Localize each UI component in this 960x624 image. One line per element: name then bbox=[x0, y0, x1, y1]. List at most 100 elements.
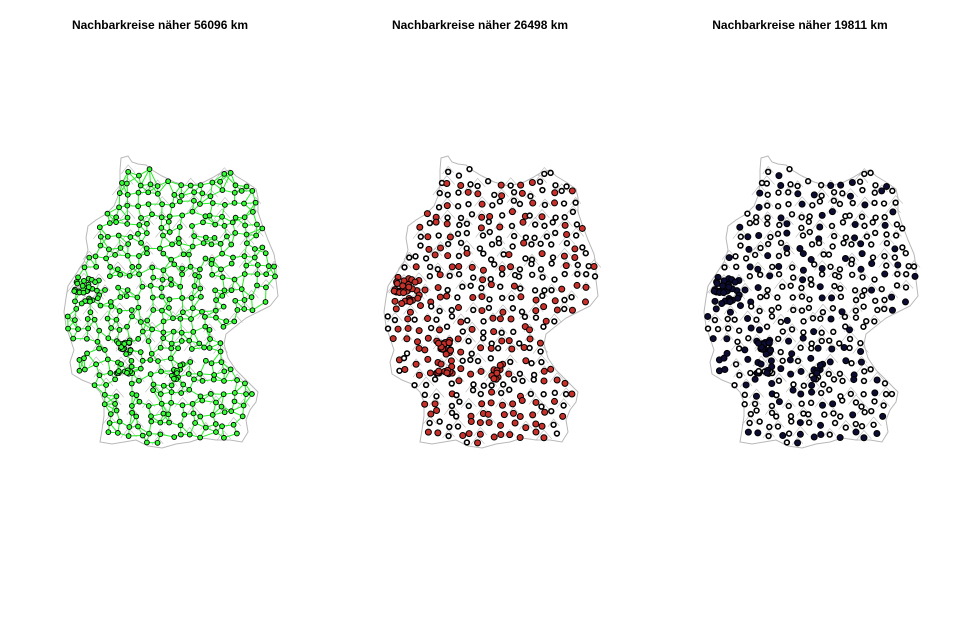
neighbor-node bbox=[433, 407, 441, 415]
neighbor-node bbox=[442, 350, 450, 358]
district-boundary bbox=[869, 372, 885, 383]
district-node bbox=[81, 278, 87, 284]
district-node bbox=[852, 399, 860, 406]
district-boundary bbox=[739, 310, 756, 321]
district-node bbox=[852, 314, 860, 321]
district-node bbox=[518, 308, 526, 315]
district-node bbox=[872, 297, 879, 304]
district-boundary bbox=[197, 309, 213, 319]
neighbor-node bbox=[558, 285, 566, 293]
district-node bbox=[848, 360, 855, 367]
district-node bbox=[538, 403, 545, 410]
district-node bbox=[892, 232, 900, 239]
district-node bbox=[582, 250, 589, 257]
district-node bbox=[115, 368, 122, 374]
district-node bbox=[135, 189, 142, 196]
district-node bbox=[241, 271, 248, 277]
district-node bbox=[426, 419, 433, 427]
neighbor-node bbox=[445, 339, 453, 347]
district-node bbox=[539, 186, 546, 194]
district-node bbox=[207, 336, 213, 342]
district-node bbox=[177, 315, 184, 322]
district-node bbox=[189, 243, 196, 250]
district-node bbox=[752, 218, 760, 226]
district-node bbox=[202, 255, 209, 262]
neighbor-node bbox=[498, 264, 506, 272]
district-node bbox=[572, 199, 579, 206]
neighbor-node bbox=[888, 293, 896, 301]
neighbor-node bbox=[817, 431, 825, 439]
district-node bbox=[114, 430, 121, 436]
district-node bbox=[799, 232, 807, 239]
district-boundary bbox=[141, 334, 156, 344]
district-boundary bbox=[806, 311, 820, 321]
district-boundary bbox=[792, 180, 804, 189]
district-node bbox=[800, 410, 807, 417]
district-node bbox=[821, 411, 828, 418]
district-boundary bbox=[842, 188, 859, 199]
district-node bbox=[113, 407, 120, 414]
district-node bbox=[174, 370, 180, 376]
district-node bbox=[112, 252, 118, 258]
neighbor-node bbox=[785, 337, 793, 345]
district-node bbox=[446, 423, 453, 431]
district-boundary bbox=[475, 365, 487, 374]
neighbor-node bbox=[532, 307, 540, 315]
neighbor-node bbox=[437, 244, 445, 252]
neighbor-node bbox=[434, 339, 442, 347]
district-node bbox=[249, 307, 256, 314]
neighbor-node bbox=[516, 412, 524, 420]
district-boundary bbox=[203, 188, 218, 199]
district-node bbox=[118, 344, 125, 350]
district-node bbox=[209, 200, 216, 206]
district-node bbox=[768, 306, 775, 314]
district-node bbox=[574, 270, 581, 278]
district-node bbox=[552, 182, 559, 189]
neighbor-node bbox=[846, 326, 854, 334]
district-node bbox=[741, 391, 749, 399]
district-node bbox=[86, 254, 93, 261]
neighbor-node bbox=[768, 380, 776, 388]
district-node bbox=[847, 390, 855, 398]
district-node bbox=[852, 307, 859, 314]
district-node bbox=[168, 399, 174, 406]
neighbor-node bbox=[415, 371, 423, 379]
district-node bbox=[187, 263, 194, 270]
district-node bbox=[448, 313, 456, 320]
district-node bbox=[818, 389, 825, 397]
district-node bbox=[177, 198, 183, 205]
district-node bbox=[107, 264, 113, 270]
district-boundary bbox=[139, 241, 154, 251]
district-node bbox=[551, 389, 559, 397]
neighbor-node bbox=[797, 390, 805, 398]
district-node bbox=[197, 434, 203, 441]
district-node bbox=[135, 263, 142, 270]
district-node bbox=[87, 309, 94, 316]
district-node bbox=[867, 366, 874, 373]
district-node bbox=[136, 271, 142, 278]
neighbor-node bbox=[404, 315, 412, 323]
neighbor-node bbox=[519, 218, 527, 226]
district-node bbox=[124, 323, 130, 330]
district-node bbox=[396, 367, 403, 374]
district-node bbox=[79, 282, 86, 289]
district-boundary bbox=[121, 164, 136, 174]
neighbor-node bbox=[457, 365, 465, 373]
district-node bbox=[842, 424, 849, 431]
district-node bbox=[528, 260, 535, 268]
district-node bbox=[252, 199, 259, 206]
neighbor-node bbox=[443, 179, 451, 187]
district-node bbox=[75, 274, 81, 281]
neighbor-node bbox=[468, 263, 476, 271]
district-boundary bbox=[225, 283, 238, 293]
district-node bbox=[197, 285, 204, 292]
district-node bbox=[805, 419, 813, 426]
district-node bbox=[459, 283, 466, 290]
district-node bbox=[250, 209, 256, 215]
district-node bbox=[133, 392, 140, 399]
neighbor-node bbox=[828, 294, 836, 302]
district-node bbox=[531, 221, 539, 228]
neighbor-node bbox=[510, 282, 518, 290]
neighbor-edge bbox=[244, 202, 257, 218]
district-node bbox=[871, 276, 878, 283]
